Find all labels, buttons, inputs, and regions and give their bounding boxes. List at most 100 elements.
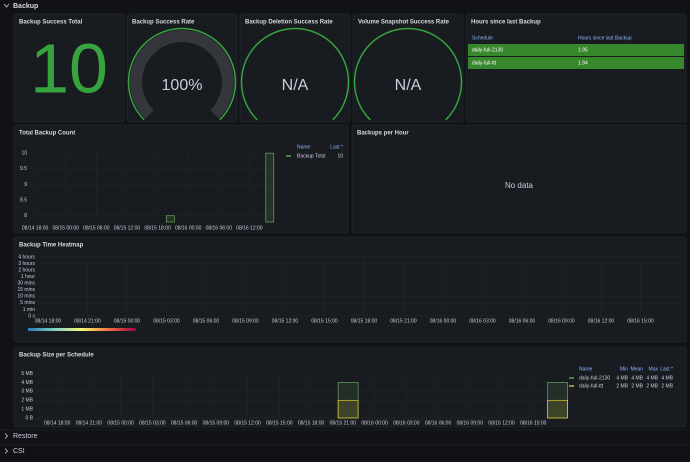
y-tick-label: 3 MB <box>21 389 33 395</box>
row-title[interactable]: Backup <box>13 3 38 10</box>
y-tick-label: 1 min <box>23 307 35 313</box>
gauge-outline <box>353 27 463 121</box>
panel-title: Backup Success Total <box>19 20 83 26</box>
legend-header: Mean <box>630 366 643 372</box>
x-tick-label: 08/15 06:00 <box>171 420 198 426</box>
y-tick-label: 2 MB <box>21 398 33 404</box>
panel <box>351 124 687 234</box>
table-cell: 1.94 <box>578 60 588 66</box>
bar <box>265 152 275 223</box>
legend-header: Max <box>649 366 659 372</box>
section-title[interactable]: Restore <box>13 433 38 440</box>
x-tick-label: 08/15 00:00 <box>107 420 134 426</box>
x-tick-label: 08/15 12:00 <box>234 420 261 426</box>
panel-title: Backup Time Heatmap <box>19 243 84 249</box>
legend-last: 10 <box>337 153 343 159</box>
panel-title: Hours since last Backup <box>471 20 541 26</box>
panel-title: Volume Snapshot Success Rate <box>358 20 450 26</box>
gauge-label: 100% <box>162 77 203 94</box>
y-tick-label: 3 hours <box>18 261 35 267</box>
x-tick-label: 08/14 18:00 <box>22 225 49 231</box>
x-tick-label: 08/16 06:00 <box>206 225 233 231</box>
legend-stat: 2 MB <box>646 383 658 389</box>
legend-stat: 2 MB <box>616 383 628 389</box>
y-tick-label: 8 <box>24 213 27 219</box>
y-tick-label: 0 s <box>28 313 35 319</box>
panel <box>239 13 351 123</box>
x-tick-label: 08/15 12:00 <box>272 318 299 324</box>
x-tick-label: 08/15 06:00 <box>193 318 220 324</box>
y-tick-label: 4 hours <box>18 254 35 260</box>
table-cell: daily-full-2130 <box>472 47 503 53</box>
x-tick-label: 08/15 18:00 <box>144 225 171 231</box>
x-tick-label: 08/16 09:00 <box>457 420 484 426</box>
stat-value: 10 <box>30 29 108 107</box>
x-tick-label: 08/15 21:00 <box>390 318 417 324</box>
y-tick-label: 9.5 <box>20 166 27 172</box>
y-tick-label: 15 mins <box>17 287 35 293</box>
x-tick-label: 08/15 12:00 <box>114 225 141 231</box>
x-tick-label: 08/16 00:00 <box>361 420 388 426</box>
x-tick-label: 08/15 00:00 <box>114 318 141 324</box>
gauge-label: N/A <box>395 77 422 94</box>
x-tick-label: 08/14 18:00 <box>35 318 62 324</box>
y-tick-label: 1 hour <box>21 274 36 280</box>
y-tick-label: 30 mins <box>17 281 35 287</box>
x-tick-label: 08/16 00:00 <box>430 318 457 324</box>
table-cell: 1.95 <box>578 47 588 53</box>
x-tick-label: 08/14 18:00 <box>44 420 71 426</box>
y-tick-label: 0 B <box>25 415 33 421</box>
legend-stat: 2 MB <box>631 383 643 389</box>
legend-header: Last * <box>330 144 343 150</box>
y-tick-label: 9 <box>24 182 27 188</box>
x-tick-label: 08/15 18:00 <box>351 318 378 324</box>
legend-header: Name <box>297 144 311 150</box>
y-tick-label: 10 <box>21 150 27 156</box>
legend-name: daily-full-ttt <box>579 383 604 389</box>
x-tick-label: 08/16 06:00 <box>509 318 536 324</box>
legend-stat: 4 MB <box>616 375 628 381</box>
legend-stat: 2 MB <box>661 383 673 389</box>
y-tick-label: 5 MB <box>21 371 33 377</box>
x-tick-label: 08/15 03:00 <box>139 420 166 426</box>
x-tick-label: 08/15 15:00 <box>311 318 338 324</box>
x-tick-label: 08/15 03:00 <box>153 318 180 324</box>
x-tick-label: 08/16 15:00 <box>520 420 547 426</box>
row-chevron[interactable] <box>3 3 10 8</box>
x-tick-label: 08/16 12:00 <box>488 420 515 426</box>
x-tick-label: 08/15 18:00 <box>298 420 325 426</box>
legend-stat: 4 MB <box>661 375 673 381</box>
x-tick-label: 08/15 21:00 <box>330 420 357 426</box>
section-chevron <box>4 448 9 454</box>
x-tick-label: 08/16 03:00 <box>469 318 496 324</box>
x-tick-label: 08/16 03:00 <box>393 420 420 426</box>
x-tick-label: 08/16 15:00 <box>627 318 654 324</box>
legend-header: Min <box>620 366 628 372</box>
panel-title: Backup Size per Schedule <box>19 353 94 359</box>
x-tick-label: 08/16 00:00 <box>175 225 202 231</box>
panel-title: Backup Deletion Success Rate <box>245 20 333 26</box>
table-cell: daily-full-ttt <box>472 60 497 66</box>
panel <box>13 124 349 234</box>
y-tick-label: 2 hours <box>18 267 35 273</box>
table-header: Hours since last Backup <box>578 35 632 41</box>
gauge-label: N/A <box>282 77 309 94</box>
gauge-outline <box>240 27 350 121</box>
panel <box>13 346 687 428</box>
table-header: Schedule <box>472 35 493 41</box>
y-tick-label: 10 mins <box>17 294 35 300</box>
y-tick-label: 5 mins <box>20 300 35 306</box>
x-tick-label: 08/15 09:00 <box>203 420 230 426</box>
panel <box>352 13 464 123</box>
y-tick-label: 4 MB <box>21 380 33 386</box>
panel <box>13 236 687 343</box>
gauge-value <box>127 27 237 121</box>
no-data: No data <box>505 181 534 190</box>
section-title[interactable]: CSI <box>13 448 25 455</box>
panel-title: Backups per Hour <box>357 131 409 137</box>
legend-stat: 4 MB <box>631 375 643 381</box>
x-tick-label: 08/16 12:00 <box>588 318 615 324</box>
y-tick-label: 1 MB <box>21 406 33 412</box>
x-tick-label: 08/14 21:00 <box>74 318 101 324</box>
